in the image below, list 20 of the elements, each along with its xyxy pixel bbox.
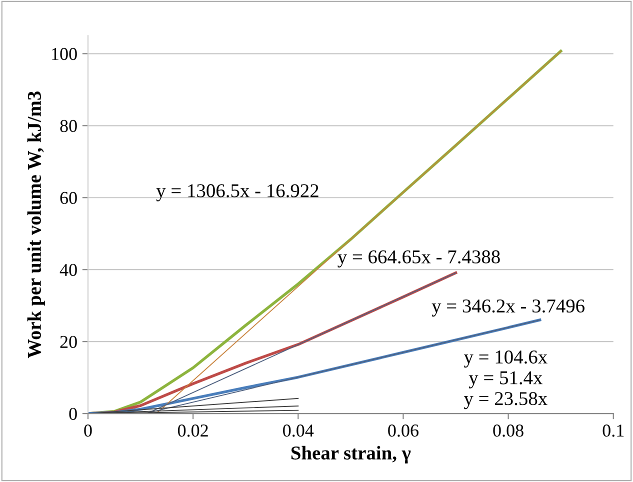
x-tick-label: 0.06 xyxy=(388,424,418,437)
x-tick-label: 0 xyxy=(84,424,92,437)
y-tick-label: 80 xyxy=(60,120,77,132)
annotation: y = 664.65x - 7.4388 xyxy=(338,250,500,268)
x-axis-title: Shear strain, γ xyxy=(291,446,411,464)
y-tick-label: 40 xyxy=(60,264,77,276)
y-tick-label: 20 xyxy=(60,336,77,348)
annotation: y = 1306.5x - 16.922 xyxy=(156,184,318,202)
x-tick-label: 0.1 xyxy=(602,424,624,437)
annotation: y = 23.58x xyxy=(464,392,548,410)
y-tick-label: 60 xyxy=(60,192,77,204)
x-tick-label: 0.02 xyxy=(178,424,208,437)
y-tick-label: 0 xyxy=(69,408,77,420)
annotation: y = 346.2x - 3.7496 xyxy=(432,299,584,317)
annotation: y = 104.6x xyxy=(464,350,548,368)
x-tick-label: 0.08 xyxy=(493,424,524,437)
y-axis-title: Work per unit volume W, kJ/m3 xyxy=(27,91,45,358)
y-tick-label: 100 xyxy=(52,48,77,60)
annotation: y = 51.4x xyxy=(468,371,543,388)
x-tick-label: 0.04 xyxy=(283,424,314,437)
